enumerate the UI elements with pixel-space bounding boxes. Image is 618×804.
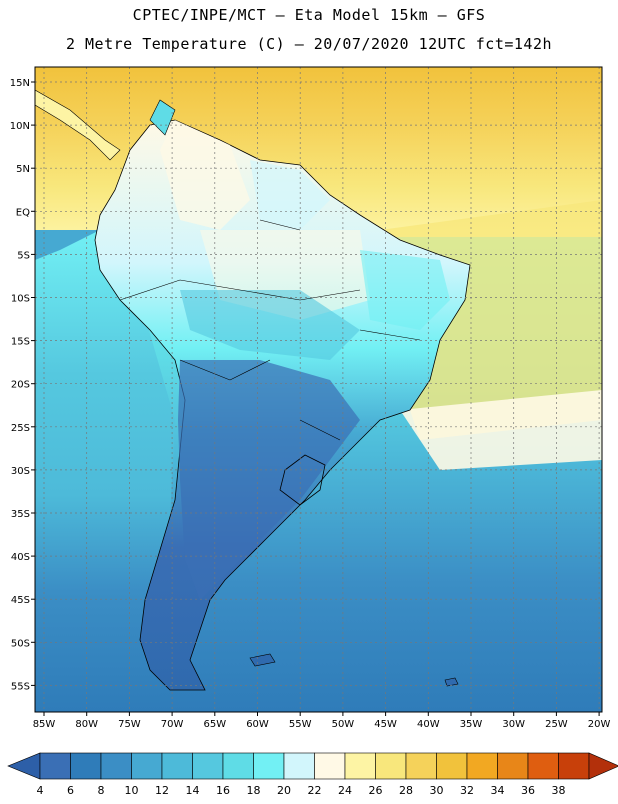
chart-title-line-2: 2 Metre Temperature (C) – 20/07/2020 12U… bbox=[65, 35, 553, 53]
lat-label: 40S bbox=[11, 552, 30, 563]
lon-label: 60W bbox=[246, 719, 269, 730]
colorbar-tick-label: 18 bbox=[247, 784, 261, 797]
colorbar-swatch bbox=[253, 752, 285, 780]
lon-label: 80W bbox=[75, 719, 98, 730]
temperature-field bbox=[35, 67, 602, 712]
lat-label: 10N bbox=[10, 121, 30, 132]
colorbar-tick-label: 12 bbox=[155, 784, 169, 797]
lat-label: 20S bbox=[11, 380, 30, 391]
lon-label: 20W bbox=[588, 719, 611, 730]
lon-label: 85W bbox=[33, 719, 56, 730]
colorbar-under-arrow bbox=[7, 752, 41, 780]
colorbar-tick-label: 16 bbox=[216, 784, 230, 797]
lon-label: 35W bbox=[460, 719, 483, 730]
colorbar-swatch bbox=[161, 752, 193, 780]
colorbar-tick-label: 26 bbox=[369, 784, 383, 797]
lon-label: 25W bbox=[545, 719, 568, 730]
colorbar-over-arrow bbox=[588, 752, 618, 780]
map-frame bbox=[34, 66, 603, 713]
colorbar-tick-label: 28 bbox=[399, 784, 413, 797]
colorbar-swatch bbox=[436, 752, 468, 780]
lon-label: 50W bbox=[332, 719, 355, 730]
colorbar-tick-label: 36 bbox=[521, 784, 535, 797]
colorbar-tick-label: 38 bbox=[552, 784, 566, 797]
colorbar-swatch bbox=[466, 752, 498, 780]
lat-label: 15S bbox=[11, 337, 30, 348]
colorbar-swatch bbox=[558, 752, 590, 780]
colorbar-tick-label: 4 bbox=[37, 784, 44, 797]
colorbar-swatch bbox=[131, 752, 163, 780]
lat-label: 50S bbox=[11, 638, 30, 649]
lat-label: 5N bbox=[16, 164, 30, 175]
colorbar-tick-label: 8 bbox=[98, 784, 105, 797]
lat-label: 10S bbox=[11, 294, 30, 305]
colorbar-tick-label: 6 bbox=[67, 784, 74, 797]
colorbar-swatch bbox=[527, 752, 559, 780]
lat-label: 25S bbox=[11, 423, 30, 434]
lat-label: 55S bbox=[11, 681, 30, 692]
colorbar-swatch bbox=[344, 752, 376, 780]
colorbar-tick-label: 14 bbox=[186, 784, 200, 797]
colorbar-tick-label: 24 bbox=[338, 784, 352, 797]
colorbar-tick-label: 34 bbox=[491, 784, 505, 797]
chart-title-line-1: CPTEC/INPE/MCT – Eta Model 15km – GFS bbox=[132, 6, 486, 24]
colorbar: 4 6 8 10 12 14 16 18 20 22 24 26 28 30 32 34 36 38 bbox=[7, 752, 618, 797]
colorbar-swatch bbox=[405, 752, 437, 780]
colorbar-swatch bbox=[222, 752, 254, 780]
colorbar-tick-label: 22 bbox=[308, 784, 322, 797]
colorbar-swatch bbox=[283, 752, 315, 780]
colorbar-swatch bbox=[100, 752, 132, 780]
colorbar-swatch bbox=[314, 752, 346, 780]
lat-label: EQ bbox=[16, 207, 30, 218]
lat-label: 15N bbox=[10, 78, 30, 89]
lon-label: 65W bbox=[203, 719, 226, 730]
lat-label: 30S bbox=[11, 466, 30, 477]
lat-label: 45S bbox=[11, 595, 30, 606]
colorbar-tick-label: 20 bbox=[277, 784, 291, 797]
colorbar-swatch bbox=[375, 752, 407, 780]
lon-label: 30W bbox=[502, 719, 525, 730]
colorbar-swatch bbox=[192, 752, 224, 780]
colorbar-tick-label: 30 bbox=[430, 784, 444, 797]
lon-label: 55W bbox=[289, 719, 312, 730]
latitude-labels: 15N 10N 5N EQ 5S 10S 15S 20S 25S 30S 35S 40S 45S 50S 5… bbox=[10, 78, 35, 692]
colorbar-tick-label: 10 bbox=[125, 784, 139, 797]
lon-label: 75W bbox=[118, 719, 141, 730]
colorbar-swatch bbox=[39, 752, 71, 780]
lat-label: 35S bbox=[11, 509, 30, 520]
lon-label: 45W bbox=[374, 719, 397, 730]
colorbar-tick-label: 32 bbox=[460, 784, 474, 797]
lon-label: 70W bbox=[161, 719, 184, 730]
longitude-labels: 85W 80W 75W 70W 65W 60W 55W 50W 45W 40W 35W 30W 25W 2… bbox=[33, 712, 611, 730]
colorbar-swatch bbox=[70, 752, 102, 780]
colorbar-swatch bbox=[497, 752, 529, 780]
lon-label: 40W bbox=[417, 719, 440, 730]
lat-label: 5S bbox=[17, 250, 30, 261]
